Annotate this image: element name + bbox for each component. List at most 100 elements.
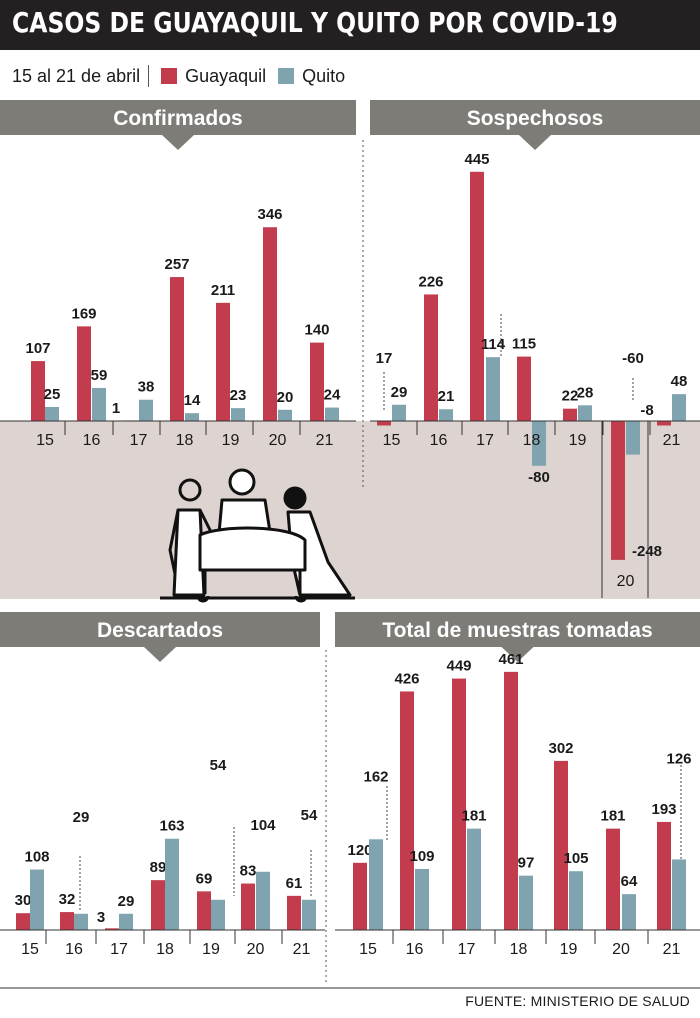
panel-2-bar-guayaquil-16 [424, 294, 438, 421]
panel-1-header-pointer [162, 135, 194, 150]
panel-1-category-18: 18 [176, 432, 194, 449]
panel-2-category-19: 19 [569, 432, 587, 449]
panel-4-label-quito-19: 105 [563, 850, 588, 867]
panel-1-category-15: 15 [36, 432, 54, 449]
panel-4-label-quito-17: 181 [461, 808, 486, 825]
panel-4-category-17: 17 [458, 941, 476, 958]
panel-4-label-quito-21: 126 [666, 750, 691, 767]
panel-1-category-16: 16 [83, 432, 101, 449]
panel-2-bar-guayaquil-21 [657, 421, 671, 426]
bed-legs [203, 570, 302, 594]
nurse-head [283, 486, 307, 510]
panel-3-label-quito-20: 104 [250, 817, 276, 834]
panel-4-bar-quito-15 [369, 839, 383, 930]
panel-1-label-guayaquil-15: 107 [25, 340, 50, 357]
panel-3-category-17: 17 [110, 941, 128, 958]
panel-4-label-guayaquil-19: 302 [548, 740, 573, 757]
panel-2-label-guayaquil-16: 226 [418, 273, 443, 290]
panel-1-bar-guayaquil-20 [263, 227, 277, 421]
panel-1-bar-guayaquil-18 [170, 277, 184, 421]
panel-2-category-15: 15 [383, 432, 401, 449]
panel-1-label-guayaquil-20: 346 [257, 206, 282, 223]
panel-3-bar-quito-19 [211, 899, 225, 930]
panel-4-bar-guayaquil-19 [554, 760, 568, 930]
panel-4-bar-quito-18 [519, 875, 533, 930]
panel-3-bar-quito-21 [302, 899, 316, 930]
panel-1-bar-quito-17 [139, 399, 153, 421]
legend-swatch-quito [278, 68, 295, 84]
panel-1-bar-quito-16 [92, 387, 106, 421]
panel-4-category-19: 19 [560, 941, 578, 958]
panel-4-title: Total de muestras tomadas [382, 619, 652, 642]
legend-label-quito: Quito [302, 66, 346, 86]
panel-3-category-15: 15 [21, 941, 39, 958]
panel-1-label-guayaquil-17: 1 [112, 400, 120, 417]
panel-2-bar-quito-20 [626, 421, 640, 455]
panel-2-label-guayaquil-20: -248 [632, 543, 662, 560]
panel-1-bar-quito-15 [45, 407, 59, 421]
panel-1-category-19: 19 [222, 432, 240, 449]
panel-2-label-quito-18: -80 [528, 469, 550, 486]
panel-4-bar-guayaquil-15 [353, 862, 367, 930]
panel-1-category-21: 21 [316, 432, 334, 449]
panel-3-bar-quito-20 [256, 871, 270, 930]
panel-3-bar-guayaquil-15 [16, 913, 30, 930]
panel-2-header-pointer [519, 135, 551, 150]
panel-4-bar-quito-20 [622, 894, 636, 930]
panel-3-bar-guayaquil-21 [287, 895, 301, 930]
page-title: CASOS DE GUAYAQUIL Y QUITO POR COVID-19 [12, 6, 618, 39]
panel-2-label-quito-20: -60 [622, 350, 644, 367]
panel-3-label-quito-16: 29 [73, 809, 90, 826]
panel-4-label-quito-18: 97 [518, 855, 535, 872]
panel-2-label-guayaquil-15: 17 [376, 350, 393, 367]
title-bar: CASOS DE GUAYAQUIL Y QUITO POR COVID-19 [0, 0, 700, 50]
panel-1-bar-guayaquil-19 [216, 302, 230, 421]
panel-2-bar-quito-15 [392, 404, 406, 421]
period-label: 15 al 21 de abril [12, 66, 141, 86]
panel-4-bar-guayaquil-21 [657, 821, 671, 930]
panel-1-label-guayaquil-16: 169 [71, 305, 96, 322]
panel-2-label-guayaquil-19: 22 [562, 388, 579, 405]
panel-4-bar-quito-21 [672, 859, 686, 930]
panel-2-bar-guayaquil-18 [517, 356, 531, 421]
panel-4-label-guayaquil-21: 193 [651, 801, 676, 818]
subtitle-row: 15 al 21 de abril Guayaquil Quito [12, 63, 345, 89]
panel-1-label-guayaquil-19: 211 [211, 282, 235, 299]
panel-4-category-21: 21 [663, 941, 681, 958]
panel-4-bar-quito-17 [467, 828, 481, 930]
panel-1-label-quito-18: 14 [184, 392, 201, 409]
panel-2-category-17: 17 [476, 432, 494, 449]
panel-3-category-20: 20 [247, 941, 265, 958]
panel-3-bar-guayaquil-20 [241, 883, 255, 930]
source-footer: FUENTE: MINISTERIO DE SALUD [465, 993, 690, 1009]
doctor-head [178, 478, 202, 502]
panel-2-label-guayaquil-18: 115 [512, 336, 536, 353]
panel-2-label-guayaquil-17: 445 [464, 151, 489, 168]
panel-3-header [0, 612, 320, 647]
panel-1-label-guayaquil-21: 140 [304, 322, 329, 339]
panel-3-label-guayaquil-17: 3 [97, 909, 105, 926]
panel-2-bar-quito-17 [486, 357, 500, 421]
panel-3-label-guayaquil-15: 30 [15, 892, 32, 909]
panel-4-label-quito-16: 109 [409, 848, 434, 865]
panel-2-label-quito-15: 29 [391, 384, 408, 401]
panel-4-bar-guayaquil-18 [504, 671, 518, 930]
panel-2-label-quito-19: 28 [577, 384, 594, 401]
panel-2-bar-quito-21 [672, 394, 686, 421]
panel-2-bar-guayaquil-20 [611, 421, 625, 560]
panel-4-category-16: 16 [406, 941, 424, 958]
panel-3-bar-quito-15 [30, 869, 44, 930]
panel-1-bar-guayaquil-21 [310, 342, 324, 421]
panel-4-bar-guayaquil-20 [606, 828, 620, 930]
panel-1-label-quito-21: 24 [324, 387, 341, 404]
panel-1-bar-quito-20 [278, 409, 292, 421]
panel-3-label-guayaquil-20: 83 [240, 863, 257, 880]
panel-4-label-guayaquil-20: 181 [600, 808, 625, 825]
panel-3-bar-guayaquil-19 [197, 891, 211, 930]
panel-3-label-guayaquil-18: 89 [150, 859, 167, 876]
panel-4-category-18: 18 [510, 941, 528, 958]
panel-4-label-guayaquil-16: 426 [394, 670, 419, 687]
panel-1-bar-quito-19 [231, 408, 245, 421]
panel-2-label-quito-21: 48 [671, 373, 688, 390]
